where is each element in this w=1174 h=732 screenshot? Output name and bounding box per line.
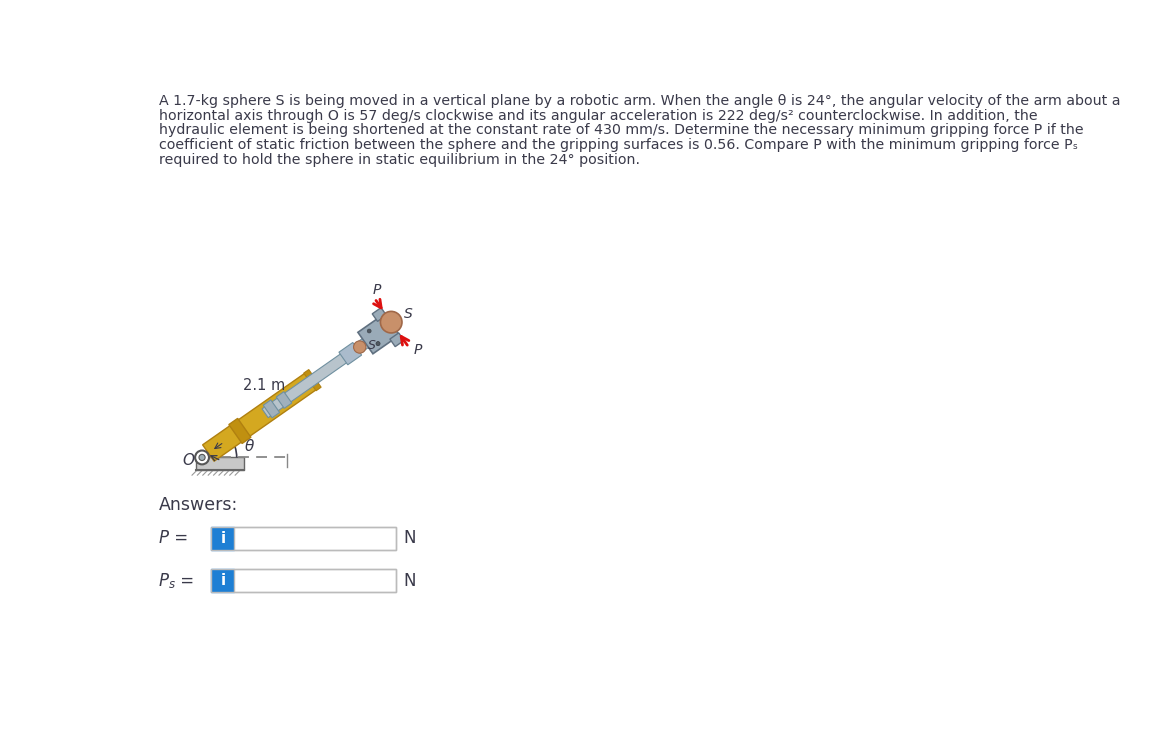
Text: O: O <box>182 453 194 468</box>
FancyBboxPatch shape <box>211 527 235 550</box>
Polygon shape <box>372 307 386 321</box>
Text: horizontal axis through O is 57 deg/s clockwise and its angular acceleration is : horizontal axis through O is 57 deg/s cl… <box>158 108 1038 123</box>
Text: P: P <box>158 572 169 590</box>
Circle shape <box>353 341 366 353</box>
Text: i: i <box>221 531 225 546</box>
Polygon shape <box>262 325 389 418</box>
Text: N: N <box>404 572 417 590</box>
Circle shape <box>198 455 205 460</box>
Polygon shape <box>304 370 322 391</box>
FancyBboxPatch shape <box>235 569 396 592</box>
Text: P: P <box>413 343 421 356</box>
Circle shape <box>380 311 402 333</box>
Text: S: S <box>367 339 376 351</box>
Polygon shape <box>390 333 404 347</box>
Polygon shape <box>229 419 251 444</box>
Text: Answers:: Answers: <box>158 496 238 514</box>
Text: =: = <box>175 572 194 590</box>
Text: P: P <box>373 283 382 297</box>
Circle shape <box>376 342 380 346</box>
Polygon shape <box>276 392 292 408</box>
Circle shape <box>195 450 209 464</box>
Text: i: i <box>221 573 225 588</box>
Polygon shape <box>196 458 244 470</box>
Text: 2.1 m: 2.1 m <box>243 378 285 393</box>
FancyBboxPatch shape <box>235 527 396 550</box>
Text: P =: P = <box>158 529 188 548</box>
Polygon shape <box>203 372 318 461</box>
Polygon shape <box>263 400 279 418</box>
Text: required to hold the sphere in static equilibrium in the 24° position.: required to hold the sphere in static eq… <box>158 152 640 166</box>
Circle shape <box>367 329 371 333</box>
Text: S: S <box>404 307 412 321</box>
Polygon shape <box>358 314 399 354</box>
FancyBboxPatch shape <box>211 569 235 592</box>
Text: N: N <box>404 529 417 548</box>
Text: θ: θ <box>244 439 254 455</box>
Text: A 1.7-kg sphere S is being moved in a vertical plane by a robotic arm. When the : A 1.7-kg sphere S is being moved in a ve… <box>158 94 1120 108</box>
Text: s: s <box>169 578 175 591</box>
Polygon shape <box>339 343 362 365</box>
Circle shape <box>376 342 380 346</box>
Text: hydraulic element is being shortened at the constant rate of 430 mm/s. Determine: hydraulic element is being shortened at … <box>158 123 1084 138</box>
Text: coefficient of static friction between the sphere and the gripping surfaces is 0: coefficient of static friction between t… <box>158 138 1078 152</box>
